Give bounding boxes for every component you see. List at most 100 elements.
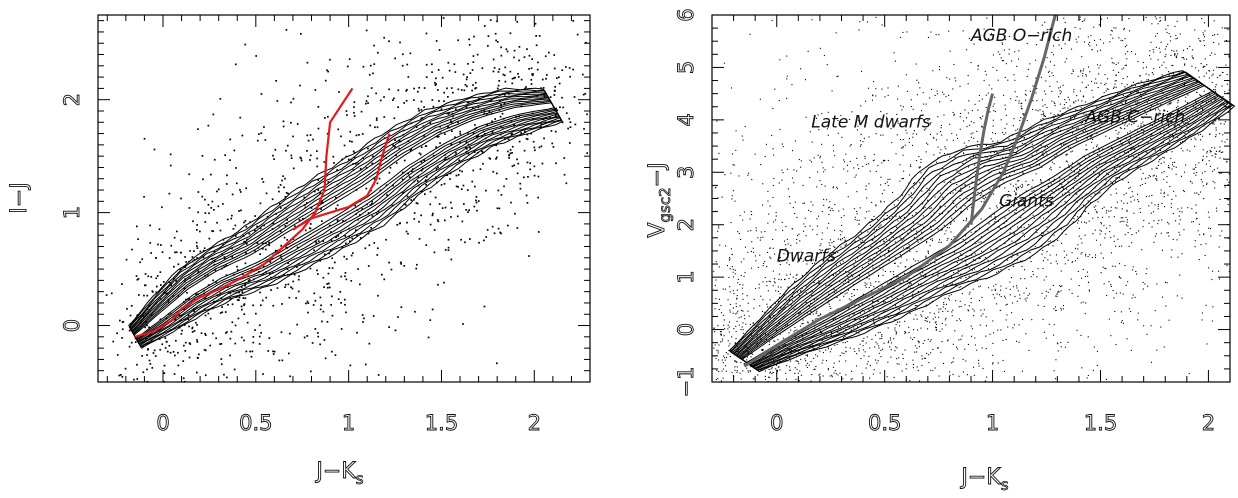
scatter-point bbox=[818, 345, 820, 347]
scatter-point bbox=[362, 65, 365, 68]
scatter-point bbox=[853, 313, 855, 315]
scatter-point bbox=[1126, 221, 1128, 223]
scatter-point bbox=[1214, 147, 1216, 149]
scatter-point bbox=[809, 345, 811, 347]
scatter-point bbox=[459, 169, 461, 172]
scatter-point bbox=[1016, 96, 1018, 98]
scatter-point bbox=[755, 287, 757, 289]
scatter-point bbox=[916, 233, 918, 235]
scatter-point bbox=[954, 330, 956, 332]
scatter-point bbox=[1195, 164, 1197, 166]
scatter-point bbox=[844, 336, 846, 338]
scatter-point bbox=[223, 265, 226, 268]
scatter-point bbox=[968, 100, 970, 102]
scatter-point bbox=[1018, 58, 1020, 60]
scatter-point bbox=[809, 225, 811, 227]
scatter-point bbox=[713, 270, 715, 272]
scatter-point bbox=[731, 254, 733, 256]
scatter-point bbox=[988, 159, 990, 161]
scatter-point bbox=[1060, 346, 1062, 348]
scatter-point bbox=[168, 257, 171, 259]
scatter-point bbox=[1181, 253, 1183, 255]
scatter-point bbox=[1161, 219, 1163, 221]
scatter-point bbox=[388, 326, 390, 328]
scatter-point bbox=[772, 107, 774, 109]
scatter-point bbox=[1143, 83, 1145, 85]
scatter-point bbox=[799, 346, 801, 348]
scatter-point bbox=[894, 241, 896, 243]
scatter-point bbox=[1026, 297, 1028, 299]
scatter-point bbox=[1064, 107, 1066, 109]
scatter-point bbox=[225, 264, 228, 267]
scatter-point bbox=[858, 332, 860, 334]
scatter-point bbox=[153, 148, 156, 151]
scatter-point bbox=[1013, 118, 1015, 120]
scatter-point bbox=[315, 242, 318, 244]
scatter-point bbox=[1008, 48, 1010, 50]
scatter-point bbox=[884, 183, 886, 185]
scatter-point bbox=[1004, 295, 1006, 297]
scatter-point bbox=[949, 374, 951, 376]
scatter-point bbox=[965, 255, 967, 257]
scatter-point bbox=[952, 374, 954, 376]
scatter-point bbox=[1130, 109, 1132, 111]
scatter-point bbox=[196, 371, 198, 374]
scatter-point bbox=[168, 344, 171, 347]
scatter-point bbox=[1150, 325, 1152, 327]
scatter-point bbox=[455, 185, 458, 188]
scatter-point bbox=[832, 144, 834, 146]
scatter-point bbox=[381, 273, 383, 276]
scatter-point bbox=[1126, 119, 1128, 121]
scatter-point bbox=[884, 212, 886, 214]
scatter-point bbox=[1016, 300, 1018, 302]
scatter-point bbox=[727, 324, 729, 326]
scatter-point bbox=[283, 236, 286, 239]
scatter-point bbox=[810, 361, 812, 363]
overlay-track-layer bbox=[134, 87, 391, 338]
scatter-point bbox=[1018, 180, 1020, 182]
scatter-point bbox=[1029, 252, 1031, 254]
scatter-point bbox=[423, 135, 425, 137]
scatter-point bbox=[871, 99, 873, 101]
scatter-point bbox=[890, 231, 892, 233]
scatter-point bbox=[1153, 241, 1155, 243]
scatter-point bbox=[982, 197, 984, 199]
scatter-point bbox=[930, 369, 932, 371]
scatter-point bbox=[180, 251, 182, 254]
scatter-point bbox=[1012, 302, 1014, 304]
scatter-point bbox=[935, 329, 937, 331]
scatter-point bbox=[868, 183, 870, 185]
scatter-point bbox=[233, 149, 236, 152]
scatter-point bbox=[1164, 48, 1166, 50]
scatter-point bbox=[1177, 136, 1179, 138]
overlay-track bbox=[292, 133, 391, 231]
scatter-point bbox=[753, 307, 755, 309]
scatter-point bbox=[1153, 51, 1155, 53]
scatter-point bbox=[875, 204, 877, 206]
scatter-point bbox=[947, 297, 949, 299]
scatter-point bbox=[525, 194, 528, 197]
scatter-point bbox=[582, 93, 585, 96]
scatter-point bbox=[465, 141, 468, 143]
scatter-point bbox=[715, 261, 717, 263]
scatter-point bbox=[918, 341, 920, 343]
scatter-point bbox=[1060, 228, 1062, 230]
scatter-point bbox=[776, 370, 778, 372]
scatter-point bbox=[725, 245, 727, 247]
scatter-point bbox=[827, 348, 829, 350]
scatter-point bbox=[782, 344, 784, 346]
scatter-point bbox=[899, 321, 901, 323]
scatter-point bbox=[1007, 79, 1009, 81]
scatter-point bbox=[317, 179, 320, 181]
scatter-point bbox=[809, 177, 811, 179]
scatter-point bbox=[1128, 156, 1130, 158]
scatter-point bbox=[926, 240, 928, 242]
scatter-point bbox=[285, 192, 288, 194]
scatter-point bbox=[1036, 88, 1038, 90]
scatter-point bbox=[1011, 60, 1013, 62]
scatter-point bbox=[760, 295, 762, 297]
scatter-point bbox=[418, 109, 420, 112]
scatter-point bbox=[958, 286, 960, 288]
scatter-point bbox=[779, 369, 781, 371]
scatter-point bbox=[971, 328, 973, 330]
